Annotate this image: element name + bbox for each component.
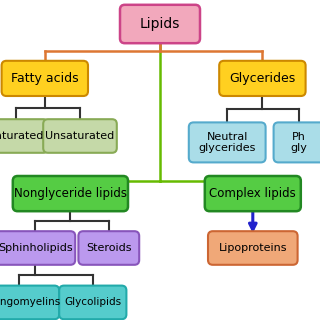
FancyBboxPatch shape	[208, 231, 298, 265]
Text: Nonglyceride lipids: Nonglyceride lipids	[14, 187, 127, 200]
Text: Neutral
glycеrides: Neutral glycеrides	[198, 132, 256, 153]
Text: Lipoproteins: Lipoproteins	[219, 243, 287, 253]
FancyBboxPatch shape	[0, 285, 59, 319]
Text: Complex lipids: Complex lipids	[209, 187, 296, 200]
FancyBboxPatch shape	[274, 122, 320, 162]
FancyBboxPatch shape	[78, 231, 139, 265]
FancyBboxPatch shape	[0, 119, 48, 153]
FancyBboxPatch shape	[2, 61, 88, 96]
FancyBboxPatch shape	[205, 176, 301, 211]
FancyBboxPatch shape	[219, 61, 306, 96]
Text: Saturated: Saturated	[0, 131, 44, 141]
Text: Sphinholipids: Sphinholipids	[0, 243, 73, 253]
FancyBboxPatch shape	[189, 122, 266, 162]
Text: Fatty acids: Fatty acids	[11, 72, 79, 85]
Text: Glycolipids: Glycolipids	[64, 297, 121, 308]
FancyBboxPatch shape	[13, 176, 128, 211]
FancyBboxPatch shape	[43, 119, 117, 153]
Text: Ph
gly: Ph gly	[291, 132, 308, 153]
Text: Glycerides: Glycerides	[229, 72, 296, 85]
FancyBboxPatch shape	[59, 285, 126, 319]
Text: Sphingomyelins: Sphingomyelins	[0, 297, 61, 308]
Text: Steroids: Steroids	[86, 243, 132, 253]
Text: Unsaturated: Unsaturated	[45, 131, 115, 141]
Text: Lipids: Lipids	[140, 17, 180, 31]
FancyBboxPatch shape	[120, 5, 200, 43]
FancyBboxPatch shape	[0, 231, 75, 265]
